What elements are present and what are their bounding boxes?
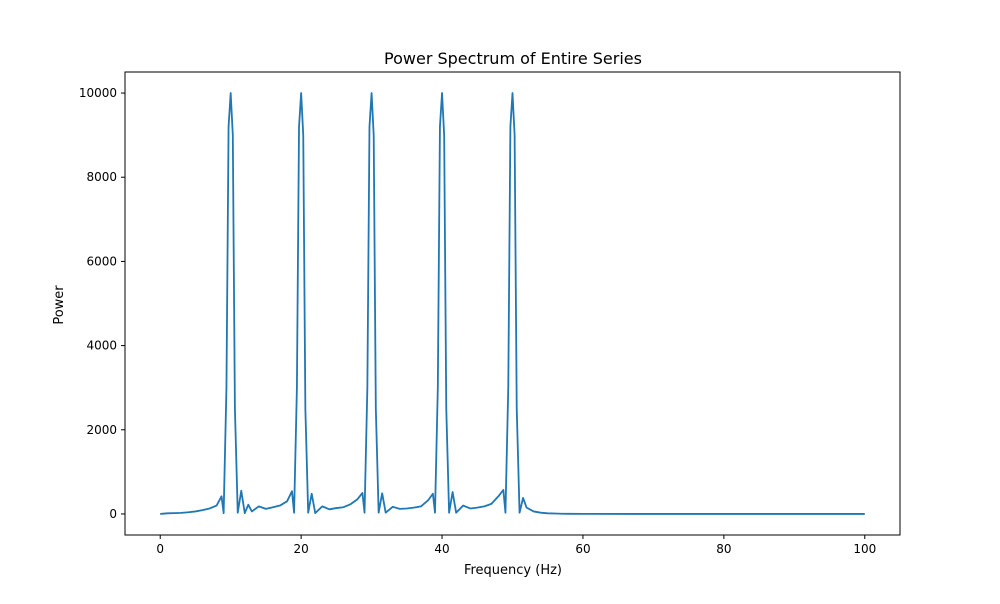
y-tick-label: 4000: [86, 339, 117, 353]
x-tick-label: 40: [434, 542, 449, 556]
x-tick-label: 0: [156, 542, 164, 556]
y-tick-label: 8000: [86, 170, 117, 184]
x-tick-label: 60: [575, 542, 590, 556]
x-axis-ticks: 0 20 40 60 80 100: [156, 535, 876, 556]
x-tick-label: 100: [853, 542, 876, 556]
y-tick-label: 0: [109, 507, 117, 521]
y-tick-label: 10000: [79, 86, 117, 100]
x-axis-label: Frequency (Hz): [464, 563, 562, 578]
y-tick-label: 6000: [86, 254, 117, 268]
y-axis-ticks: 0 2000 4000 6000 8000 10000: [79, 86, 125, 521]
y-axis-label: Power: [52, 285, 67, 325]
x-tick-label: 20: [293, 542, 308, 556]
plot-area: [160, 92, 865, 515]
series-line-0: [160, 92, 865, 515]
chart-title: Power Spectrum of Entire Series: [384, 49, 642, 68]
y-tick-label: 2000: [86, 423, 117, 437]
axes-frame: [124, 71, 901, 536]
x-tick-label: 80: [716, 542, 731, 556]
